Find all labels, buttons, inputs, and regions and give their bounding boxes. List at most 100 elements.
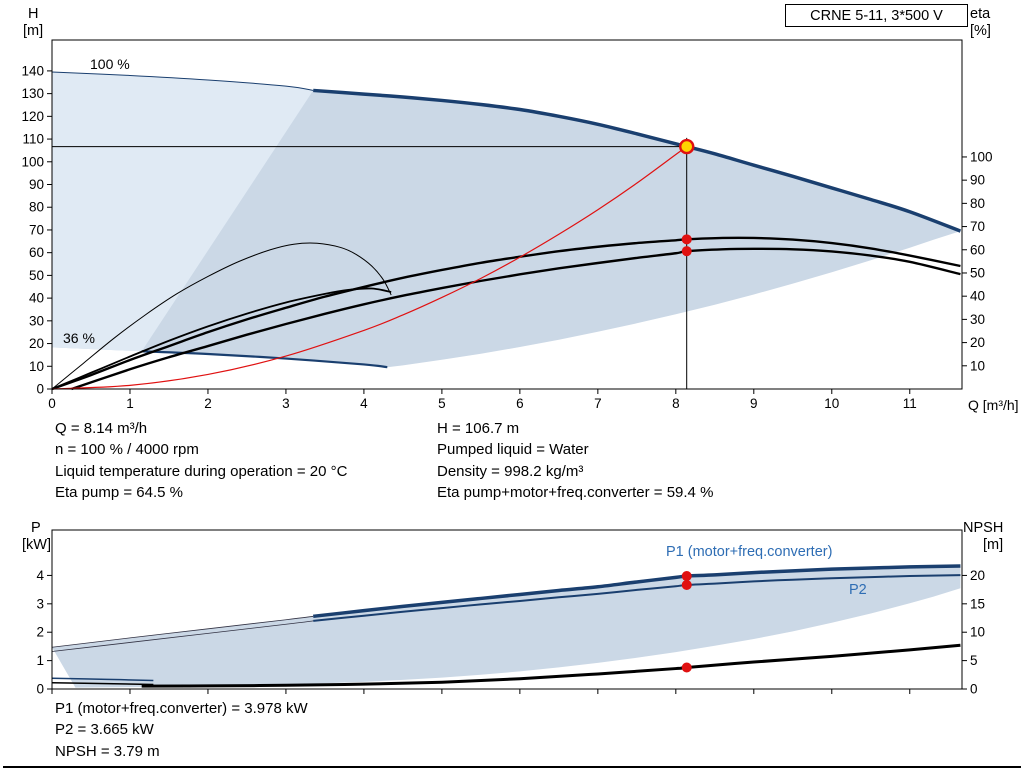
tick-label: 15 bbox=[970, 596, 985, 611]
tick-label: 60 bbox=[29, 245, 44, 260]
npsh-axis-symbol: NPSH bbox=[963, 520, 1004, 536]
duty-eta-pump: Eta pump = 64.5 % bbox=[55, 484, 183, 502]
tick-label: 10 bbox=[970, 358, 985, 373]
pump-curve-100pct bbox=[313, 88, 962, 233]
p2-extension-thin bbox=[51, 620, 314, 652]
eta-total-duty-dot bbox=[681, 246, 692, 257]
tick-label: 20 bbox=[29, 336, 44, 351]
eta-axis-symbol: eta bbox=[970, 6, 991, 22]
tick-label: 50 bbox=[970, 265, 985, 280]
npsh-low-speed-black bbox=[51, 682, 154, 686]
h-axis-unit: [m] bbox=[23, 23, 44, 39]
tick-label: 40 bbox=[29, 291, 44, 306]
tick-label: 20 bbox=[970, 335, 985, 350]
speed-label-36pct: 36 % bbox=[63, 330, 95, 346]
tick-label: 0 bbox=[36, 382, 44, 397]
p2-curve-label: P2 bbox=[849, 582, 867, 598]
eta-pump-duty-dot bbox=[681, 234, 692, 245]
tick-label: 30 bbox=[970, 312, 985, 327]
footer-divider bbox=[3, 766, 1021, 768]
duty-density: Density = 998.2 kg/m³ bbox=[437, 462, 584, 480]
tick-label: 100 bbox=[970, 149, 993, 164]
duty-head: H = 106.7 m bbox=[437, 420, 520, 437]
tick-label: 10 bbox=[29, 359, 44, 374]
p1-curve bbox=[313, 564, 961, 619]
p-axis-symbol: P bbox=[31, 520, 41, 536]
power-plot-frame bbox=[51, 529, 963, 690]
operating-envelope bbox=[52, 72, 961, 368]
tick-label: 10 bbox=[970, 625, 985, 640]
q-axis-label: Q [m³/h] bbox=[968, 397, 1019, 413]
p1-duty-dot bbox=[681, 571, 692, 582]
tick-label: 4 bbox=[36, 568, 44, 583]
duty-info-right-column: H = 106.7 m Pumped liquid = Water Densit… bbox=[437, 418, 713, 504]
npsh-duty-dot bbox=[681, 662, 692, 673]
tick-label: 0 bbox=[36, 682, 44, 697]
tick-label: 100 bbox=[21, 154, 44, 169]
tick-label: 80 bbox=[29, 200, 44, 215]
tick-label: 5 bbox=[438, 396, 446, 411]
operating-envelope-left-light bbox=[52, 72, 314, 352]
result-npsh: NPSH = 3.79 m bbox=[55, 742, 160, 760]
tick-label: 9 bbox=[750, 396, 758, 411]
p-low-speed-blue bbox=[51, 677, 154, 682]
pump-model-title-box: CRNE 5-11, 3*500 V bbox=[785, 4, 968, 27]
tick-label: 0 bbox=[48, 396, 56, 411]
duty-eta-total: Eta pump+motor+freq.converter = 59.4 % bbox=[437, 484, 714, 502]
system-curve-red bbox=[51, 146, 688, 390]
tick-label: 20 bbox=[970, 568, 985, 583]
p2-curve bbox=[313, 574, 961, 622]
eta-axis-unit: [%] bbox=[970, 23, 991, 39]
npsh-axis-unit: [m] bbox=[983, 537, 1004, 553]
p1-curve-label: P1 (motor+freq.converter) bbox=[666, 544, 833, 560]
tick-label: 5 bbox=[970, 653, 978, 668]
duty-point-marker bbox=[679, 138, 695, 155]
result-p2: P2 = 3.665 kW bbox=[55, 721, 154, 739]
duty-temperature: Liquid temperature during operation = 20… bbox=[55, 462, 348, 480]
tick-label: 140 bbox=[21, 63, 44, 78]
head-plot-frame bbox=[51, 39, 963, 390]
power-envelope bbox=[52, 566, 961, 688]
tick-label: 3 bbox=[36, 596, 44, 611]
tick-label: 0 bbox=[970, 682, 978, 697]
pump-curve-100pct-thin bbox=[51, 71, 314, 91]
eta-total-curve bbox=[71, 247, 961, 391]
tick-label: 70 bbox=[29, 222, 44, 237]
tick-label: 110 bbox=[22, 132, 44, 147]
tick-label: 2 bbox=[204, 396, 212, 411]
duty-liquid: Pumped liquid = Water bbox=[437, 441, 589, 459]
tick-label: 30 bbox=[29, 313, 44, 328]
power-chart: 0 1 2 3 4 0 5 10 15 20 bbox=[36, 529, 985, 697]
tick-label: 6 bbox=[516, 396, 524, 411]
p1-extension-thin bbox=[51, 615, 314, 648]
tick-label: 80 bbox=[970, 196, 985, 211]
p2-duty-dot bbox=[681, 579, 692, 590]
tick-label: 11 bbox=[903, 396, 917, 411]
eta-arc-reduced-speed-tall bbox=[51, 242, 392, 390]
power-results-block: P1 (motor+freq.converter) = 3.978 kW P2 … bbox=[55, 698, 308, 762]
head-chart: 0 1 2 3 4 5 6 7 8 9 10 1101020304050607080901001101… bbox=[21, 39, 993, 411]
tick-label: 10 bbox=[824, 396, 839, 411]
tick-label: 8 bbox=[672, 396, 680, 411]
result-p1: P1 (motor+freq.converter) = 3.978 kW bbox=[55, 700, 308, 717]
p-axis-unit: [kW] bbox=[22, 537, 51, 553]
duty-speed: n = 100 % / 4000 rpm bbox=[55, 441, 199, 459]
tick-label: 7 bbox=[594, 396, 602, 411]
tick-label: 4 bbox=[360, 396, 368, 411]
tick-label: 70 bbox=[970, 219, 985, 234]
speed-label-100pct: 100 % bbox=[90, 56, 130, 72]
tick-label: 130 bbox=[21, 86, 44, 101]
npsh-curve bbox=[141, 643, 961, 688]
pump-model-title: CRNE 5-11, 3*500 V bbox=[810, 7, 943, 24]
eta-arc-reduced-speed-mid bbox=[51, 287, 392, 390]
tick-label: 40 bbox=[970, 289, 985, 304]
tick-label: 50 bbox=[29, 268, 44, 283]
tick-label: 3 bbox=[282, 396, 290, 411]
tick-label: 1 bbox=[36, 653, 44, 668]
duty-info-left-column: Q = 8.14 m³/h n = 100 % / 4000 rpm Liqui… bbox=[55, 418, 347, 504]
tick-label: 90 bbox=[970, 173, 985, 188]
tick-label: 90 bbox=[29, 177, 44, 192]
tick-label: 120 bbox=[21, 109, 44, 124]
